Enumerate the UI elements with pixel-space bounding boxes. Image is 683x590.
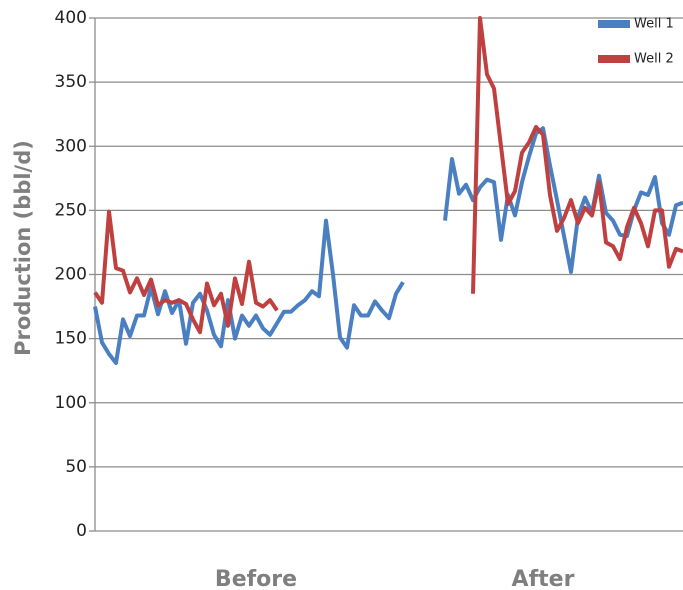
y-tick-label: 50 [65, 457, 87, 477]
y-tick-label: 100 [55, 393, 87, 413]
legend-swatch [598, 20, 630, 28]
y-tick-label: 150 [55, 329, 87, 349]
y-axis-title: Production (bbl/d) [11, 140, 35, 356]
y-tick-label: 0 [76, 521, 87, 541]
y-tick-label: 300 [55, 136, 87, 156]
legend-label: Well 1 [634, 17, 674, 32]
x-tick-label: After [512, 567, 575, 590]
legend-swatch [598, 55, 630, 63]
series-line [93, 16, 683, 335]
x-tick-label: Before [215, 567, 297, 590]
series-line [93, 126, 683, 365]
legend-label: Well 2 [634, 52, 674, 67]
y-tick-label: 250 [55, 200, 87, 220]
y-tick-label: 350 [55, 72, 87, 92]
y-tick-label: 400 [55, 8, 87, 28]
y-tick-label: 200 [55, 265, 87, 285]
